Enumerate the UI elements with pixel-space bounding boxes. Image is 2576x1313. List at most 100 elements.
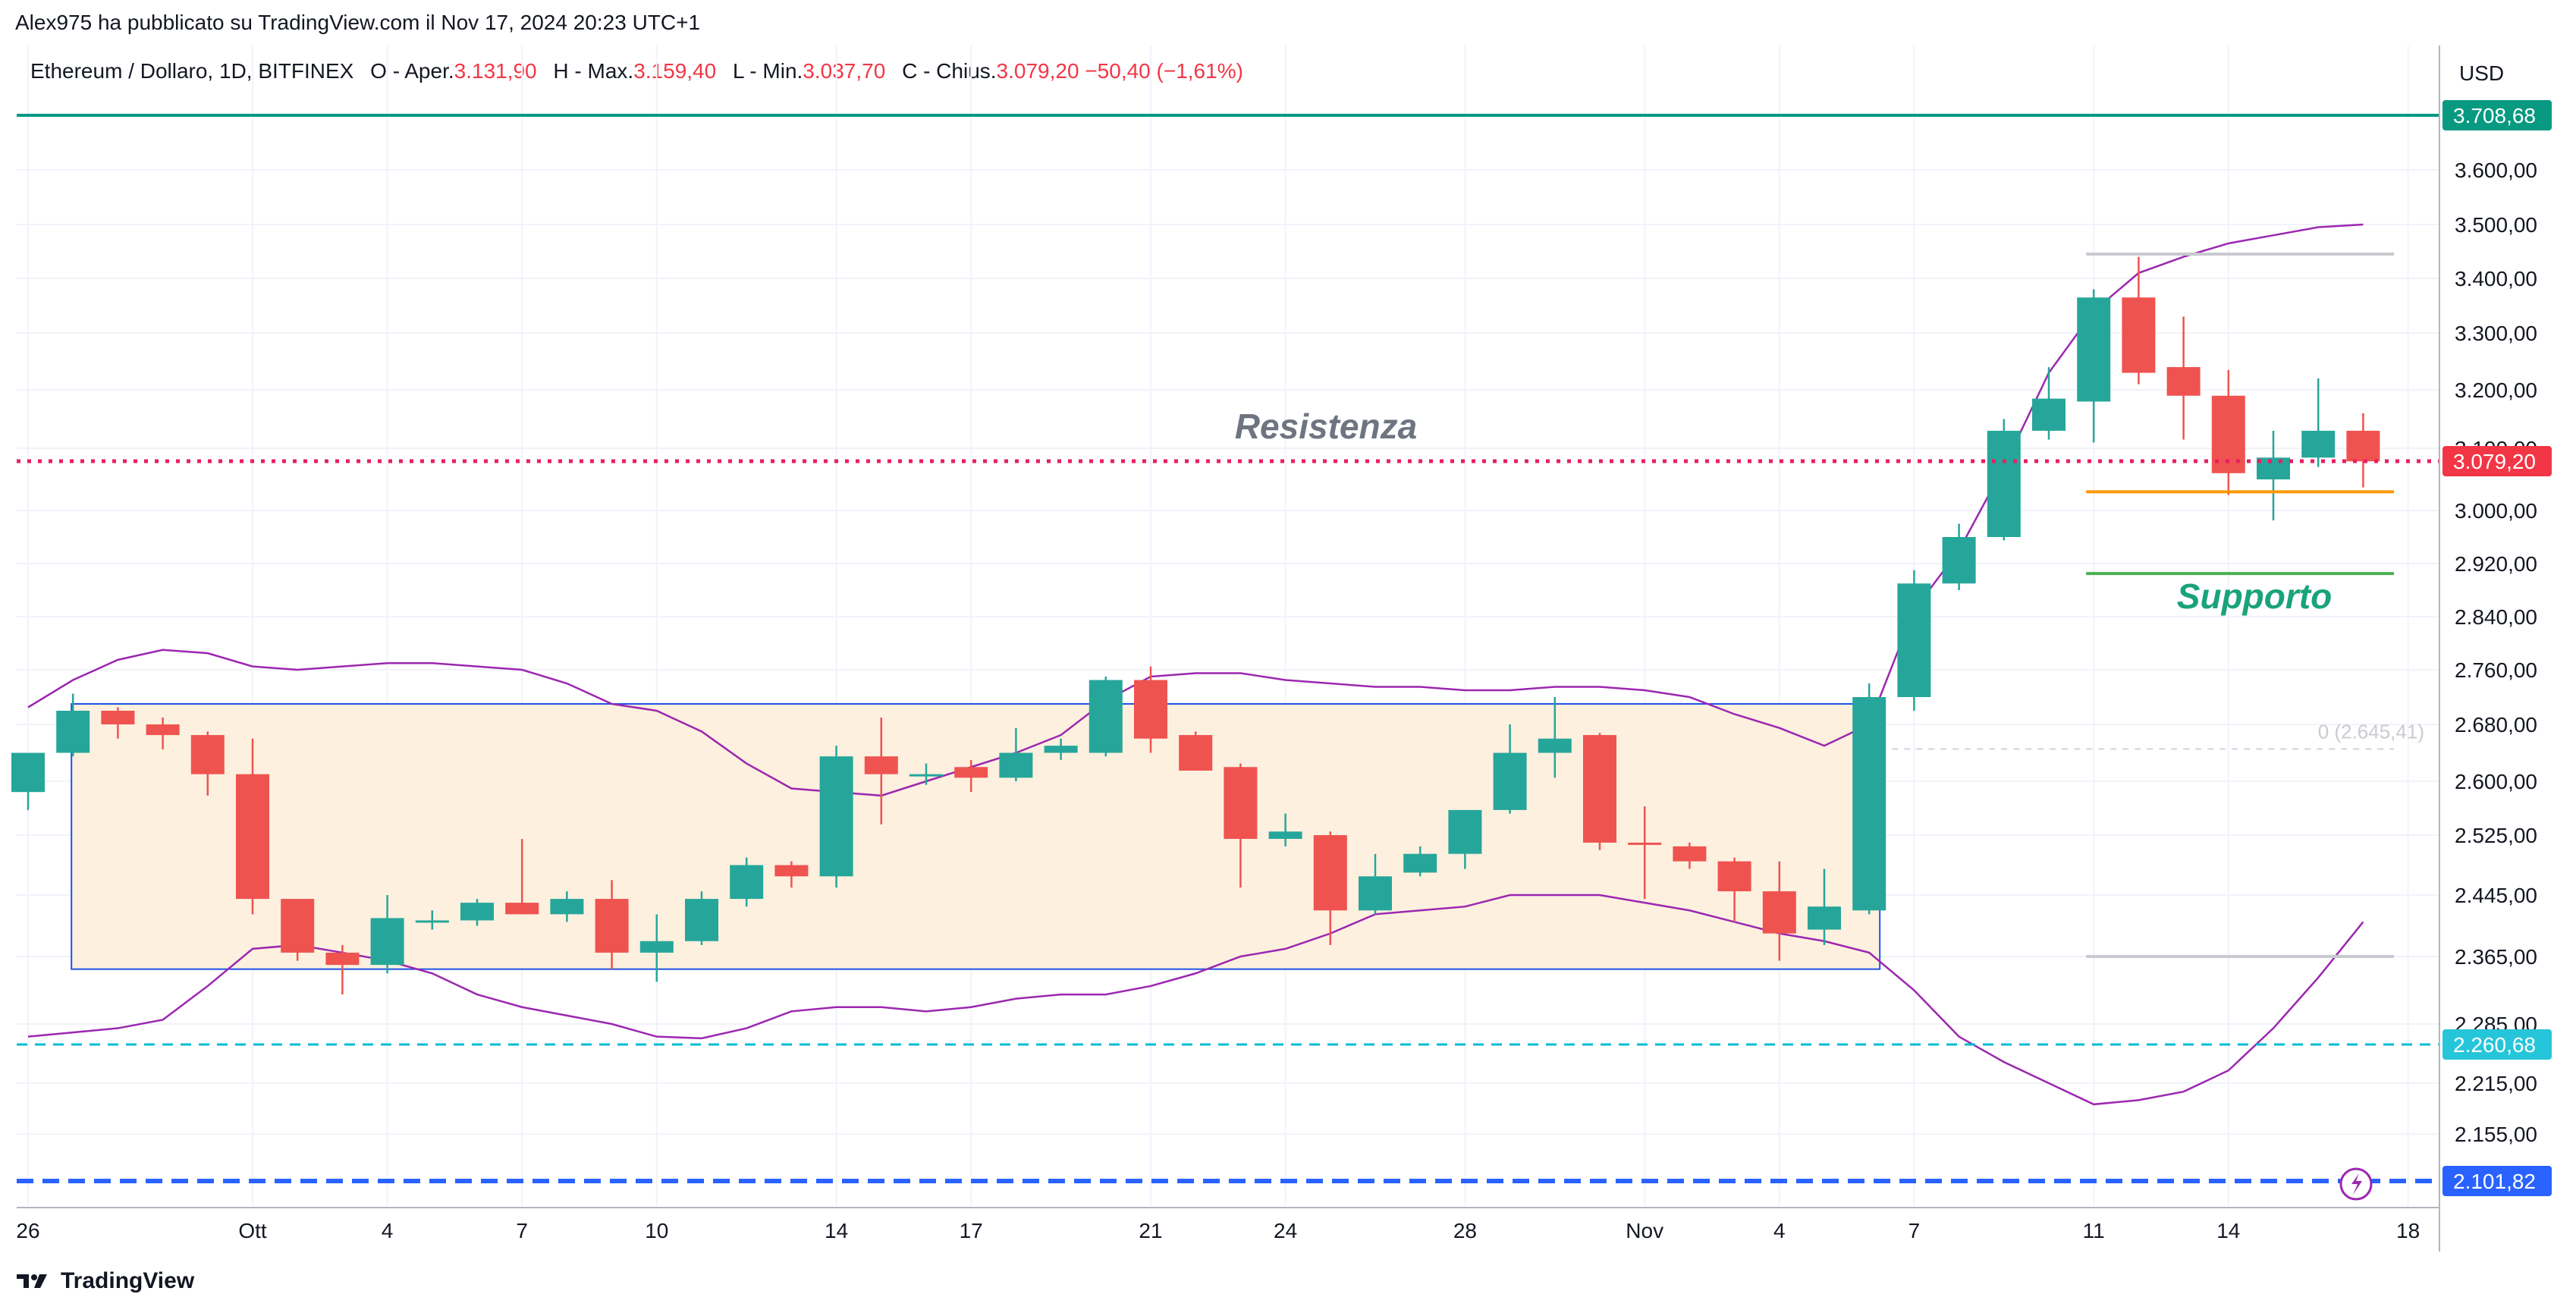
candle-body bbox=[2301, 430, 2336, 458]
candle-down bbox=[1179, 731, 1213, 771]
candle-up bbox=[1942, 523, 1976, 590]
candle-up bbox=[1403, 846, 1437, 877]
price-tick-label: 3.300,00 bbox=[2455, 322, 2537, 345]
price-tick-label: 2.680,00 bbox=[2455, 713, 2537, 737]
candle-body bbox=[1089, 680, 1123, 753]
candle-body bbox=[1134, 680, 1167, 739]
candle-body bbox=[1717, 861, 1751, 892]
tradingview-logo-icon bbox=[17, 1274, 47, 1288]
candle-down bbox=[595, 880, 629, 969]
lightning-icon bbox=[2339, 1167, 2373, 1201]
candle-body bbox=[1313, 835, 1347, 911]
candle-body bbox=[2257, 457, 2290, 479]
time-tick-label: 18 bbox=[2396, 1219, 2420, 1242]
candle-up bbox=[1359, 853, 1392, 915]
candle-up bbox=[415, 910, 449, 930]
time-tick-label: 26 bbox=[16, 1219, 39, 1242]
price-tick-label: 2.840,00 bbox=[2455, 605, 2537, 629]
candle-up bbox=[999, 727, 1033, 781]
price-axis-background bbox=[2439, 0, 2576, 1259]
candle-body bbox=[325, 952, 360, 966]
candle-down bbox=[864, 718, 898, 825]
candle-body bbox=[1179, 735, 1213, 771]
candle-up bbox=[56, 693, 90, 757]
candle-up bbox=[370, 895, 404, 974]
last-price-tag-text: 3.079,20 bbox=[2453, 450, 2536, 473]
candle-body bbox=[1673, 846, 1707, 862]
candle-down bbox=[2211, 369, 2245, 495]
time-tick-label: 21 bbox=[1139, 1219, 1162, 1242]
publisher-header: Alex975 ha pubblicato su TradingView.com… bbox=[15, 11, 701, 34]
fib-level-label: 0 (2.645,41) bbox=[2318, 720, 2424, 743]
candle-up bbox=[11, 752, 45, 810]
candle-up bbox=[550, 891, 584, 922]
candle-body bbox=[11, 752, 45, 793]
close-label: C - Chius. bbox=[902, 59, 997, 83]
price-chart[interactable]: 0 (2.645,41) Resistenza Supporto USD 3.600… bbox=[0, 0, 2576, 1259]
price-tick-label: 2.365,00 bbox=[2455, 945, 2537, 969]
price-tick-label: 2.760,00 bbox=[2455, 658, 2537, 682]
candle-up bbox=[460, 899, 494, 926]
candle-down bbox=[190, 731, 225, 796]
price-tick-label: 2.215,00 bbox=[2455, 1072, 2537, 1095]
candle-body bbox=[1538, 738, 1572, 753]
resistance-annotation: Resistenza bbox=[1235, 407, 1417, 446]
candle-up bbox=[1987, 419, 2021, 541]
candle-body bbox=[1808, 906, 1841, 930]
candle-body bbox=[685, 899, 718, 941]
candle-body bbox=[236, 774, 269, 900]
candle-down bbox=[101, 707, 135, 739]
candle-body bbox=[505, 903, 539, 915]
horizontal-lines: Resistenza Supporto bbox=[17, 114, 2439, 1201]
cyan-price-tag-text: 2.260,68 bbox=[2453, 1033, 2536, 1057]
candle-body bbox=[1762, 891, 1796, 934]
time-tick-label: Nov bbox=[1626, 1219, 1663, 1242]
candle-up bbox=[730, 857, 764, 907]
price-axis: USD 3.600,00 3.500,00 3.400,00 3.300,00 3.200… bbox=[2439, 0, 2576, 1259]
price-tick-label: 2.600,00 bbox=[2455, 770, 2537, 793]
candle-body bbox=[639, 941, 674, 953]
lightning-icon-glyph bbox=[2351, 1173, 2362, 1195]
time-tick-label: 4 bbox=[1773, 1219, 1786, 1242]
symbol-name[interactable]: Ethereum / Dollaro, 1D, BITFINEX bbox=[30, 59, 354, 83]
time-tick-label: 14 bbox=[825, 1219, 848, 1242]
candle-body bbox=[190, 735, 225, 774]
candle-body bbox=[1493, 752, 1527, 810]
candle-down bbox=[281, 899, 315, 961]
candle-body bbox=[146, 724, 180, 736]
candle-body bbox=[1942, 537, 1976, 584]
resistance-price-tag: 3.708,68 bbox=[2442, 100, 2552, 130]
candle-body bbox=[819, 756, 853, 877]
price-tick-label: 2.525,00 bbox=[2455, 824, 2537, 847]
candle-body bbox=[2077, 297, 2111, 402]
time-tick-label: 17 bbox=[960, 1219, 983, 1242]
price-tick-label: 3.400,00 bbox=[2455, 267, 2537, 291]
candle-up bbox=[909, 763, 943, 785]
candle-body bbox=[864, 756, 898, 774]
candle-body bbox=[460, 903, 494, 921]
symbol-legend: Ethereum / Dollaro, 1D, BITFINEX O - Ape… bbox=[30, 59, 1243, 83]
change-value: −50,40 (−1,61%) bbox=[1085, 59, 1243, 83]
candle-body bbox=[281, 899, 315, 953]
candle-down bbox=[1224, 763, 1258, 888]
candle-body bbox=[1987, 430, 2021, 537]
candle-body bbox=[1852, 697, 1886, 911]
currency-label: USD bbox=[2459, 61, 2504, 85]
time-tick-label: 24 bbox=[1274, 1219, 1297, 1242]
candle-body bbox=[101, 711, 135, 724]
open-value: 3.131,90 bbox=[454, 59, 537, 83]
low-label: L - Min. bbox=[732, 59, 803, 83]
candle-body bbox=[730, 865, 764, 900]
time-tick-label: 10 bbox=[645, 1219, 668, 1242]
time-tick-label: 7 bbox=[516, 1219, 528, 1242]
open-label: O - Aper. bbox=[370, 59, 454, 83]
blue-price-tag: 2.101,82 bbox=[2442, 1166, 2552, 1196]
bollinger-bands bbox=[27, 223, 2364, 1106]
candle-up bbox=[1448, 809, 1482, 869]
candle-up bbox=[1089, 677, 1123, 757]
candle-down bbox=[1717, 857, 1751, 922]
price-tick-label: 2.155,00 bbox=[2455, 1123, 2537, 1146]
blue-price-tag-background bbox=[2442, 1166, 2552, 1196]
candle-down bbox=[1313, 831, 1347, 945]
candle-body bbox=[2166, 367, 2201, 396]
